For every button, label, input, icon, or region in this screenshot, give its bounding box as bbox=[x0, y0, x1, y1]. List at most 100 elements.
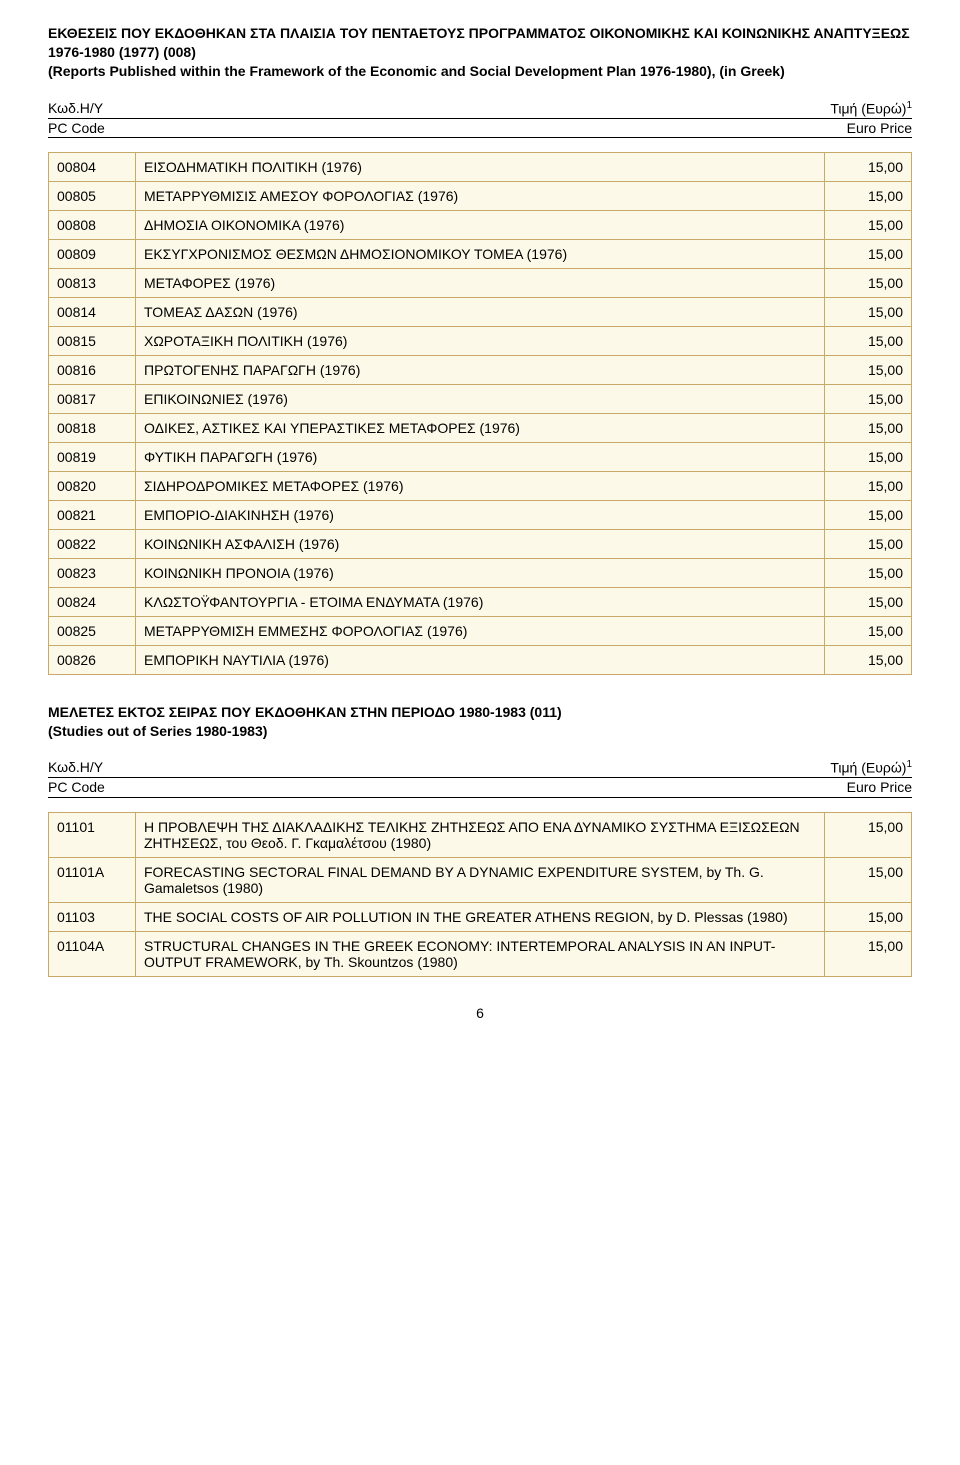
code-cell: 00825 bbox=[49, 616, 136, 645]
desc-cell: ΕΙΣΟΔΗΜΑΤΙΚΗ ΠΟΛΙΤΙΚΗ (1976) bbox=[136, 152, 825, 181]
code-cell: 00809 bbox=[49, 239, 136, 268]
desc-cell: ΕΠΙΚΟΙΝΩΝΙΕΣ (1976) bbox=[136, 384, 825, 413]
code-cell: 01101A bbox=[49, 857, 136, 902]
table-row: 00816ΠΡΩΤΟΓΕΝΗΣ ΠΑΡΑΓΩΓΗ (1976)15,00 bbox=[49, 355, 912, 384]
header-right-1: Τιμή (Ευρώ)1 bbox=[830, 99, 912, 118]
code-cell: 01103 bbox=[49, 902, 136, 931]
desc-cell: ΕΚΣΥΓΧΡΟΝΙΣΜΟΣ ΘΕΣΜΩΝ ΔΗΜΟΣΙΟΝΟΜΙΚΟΥ ΤΟΜ… bbox=[136, 239, 825, 268]
desc-cell: ΕΜΠΟΡΙΟ-ΔΙΑΚΙΝΗΣΗ (1976) bbox=[136, 500, 825, 529]
price-cell: 15,00 bbox=[825, 587, 912, 616]
desc-cell: FORECASTING SECTORAL FINAL DEMAND BY A D… bbox=[136, 857, 825, 902]
desc-cell: ΕΜΠΟΡΙΚΗ ΝΑΥΤΙΛΙΑ (1976) bbox=[136, 645, 825, 674]
desc-cell: ΣΙΔΗΡΟΔΡΟΜΙΚΕΣ ΜΕΤΑΦΟΡΕΣ (1976) bbox=[136, 471, 825, 500]
table-row: 00817ΕΠΙΚΟΙΝΩΝΙΕΣ (1976)15,00 bbox=[49, 384, 912, 413]
price-cell: 15,00 bbox=[825, 529, 912, 558]
desc-cell: ΦΥΤΙΚΗ ΠΑΡΑΓΩΓΗ (1976) bbox=[136, 442, 825, 471]
price-cell: 15,00 bbox=[825, 268, 912, 297]
section2-title-line2: (Studies out of Series 1980-1983) bbox=[48, 723, 267, 739]
price-cell: 15,00 bbox=[825, 645, 912, 674]
code-cell: 00816 bbox=[49, 355, 136, 384]
table-row: 01101Η ΠΡΟΒΛΕΨΗ ΤΗΣ ΔΙΑΚΛΑΔΙΚΗΣ ΤΕΛΙΚΗΣ … bbox=[49, 812, 912, 857]
table-row: 00826ΕΜΠΟΡΙΚΗ ΝΑΥΤΙΛΙΑ (1976)15,00 bbox=[49, 645, 912, 674]
header-right-2: Euro Price bbox=[847, 119, 912, 137]
desc-cell: ΚΟΙΝΩΝΙΚΗ ΠΡΟΝΟΙΑ (1976) bbox=[136, 558, 825, 587]
table-row: 00820ΣΙΔΗΡΟΔΡΟΜΙΚΕΣ ΜΕΤΑΦΟΡΕΣ (1976)15,0… bbox=[49, 471, 912, 500]
table-row: 00821ΕΜΠΟΡΙΟ-ΔΙΑΚΙΝΗΣΗ (1976)15,00 bbox=[49, 500, 912, 529]
table-row: 01103THE SOCIAL COSTS OF AIR POLLUTION I… bbox=[49, 902, 912, 931]
price-cell: 15,00 bbox=[825, 442, 912, 471]
table-row: 01104ASTRUCTURAL CHANGES IN THE GREEK EC… bbox=[49, 931, 912, 976]
section2-table: 01101Η ΠΡΟΒΛΕΨΗ ΤΗΣ ΔΙΑΚΛΑΔΙΚΗΣ ΤΕΛΙΚΗΣ … bbox=[48, 812, 912, 977]
code-cell: 00821 bbox=[49, 500, 136, 529]
section2-title: ΜΕΛΕΤΕΣ ΕΚΤΟΣ ΣΕΙΡΑΣ ΠΟΥ ΕΚΔΟΘΗΚΑΝ ΣΤΗΝ … bbox=[48, 703, 912, 741]
price-cell: 15,00 bbox=[825, 902, 912, 931]
code-cell: 00818 bbox=[49, 413, 136, 442]
header-right-2b: Euro Price bbox=[847, 778, 912, 796]
desc-cell: THE SOCIAL COSTS OF AIR POLLUTION IN THE… bbox=[136, 902, 825, 931]
code-cell: 00820 bbox=[49, 471, 136, 500]
price-cell: 15,00 bbox=[825, 931, 912, 976]
desc-cell: STRUCTURAL CHANGES IN THE GREEK ECONOMY:… bbox=[136, 931, 825, 976]
header-right-1b: Τιμή (Ευρώ)1 bbox=[830, 758, 912, 777]
price-cell: 15,00 bbox=[825, 413, 912, 442]
price-cell: 15,00 bbox=[825, 239, 912, 268]
desc-cell: ΜΕΤΑΡΡΥΘΜΙΣΗ ΕΜΜΕΣΗΣ ΦΟΡΟΛΟΓΙΑΣ (1976) bbox=[136, 616, 825, 645]
section1-title: ΕΚΘΕΣΕΙΣ ΠΟΥ ΕΚΔΟΘΗΚΑΝ ΣΤΑ ΠΛΑΙΣΙΑ ΤΟΥ Π… bbox=[48, 24, 912, 81]
table-row: 00814ΤΟΜΕΑΣ ΔΑΣΩΝ (1976)15,00 bbox=[49, 297, 912, 326]
price-cell: 15,00 bbox=[825, 297, 912, 326]
price-cell: 15,00 bbox=[825, 152, 912, 181]
section2-header-row1: Κωδ.Η/Υ Τιμή (Ευρώ)1 bbox=[48, 758, 912, 778]
price-cell: 15,00 bbox=[825, 210, 912, 239]
price-cell: 15,00 bbox=[825, 326, 912, 355]
code-cell: 00824 bbox=[49, 587, 136, 616]
price-cell: 15,00 bbox=[825, 500, 912, 529]
header-left-2b: PC Code bbox=[48, 778, 105, 796]
price-cell: 15,00 bbox=[825, 616, 912, 645]
table-row: 00824ΚΛΩΣΤΟΫΦΑΝΤΟΥΡΓΙΑ - ΕΤΟΙΜΑ ΕΝΔΥΜΑΤΑ… bbox=[49, 587, 912, 616]
code-cell: 00823 bbox=[49, 558, 136, 587]
desc-cell: ΤΟΜΕΑΣ ΔΑΣΩΝ (1976) bbox=[136, 297, 825, 326]
page-number: 6 bbox=[48, 1005, 912, 1021]
code-cell: 00815 bbox=[49, 326, 136, 355]
table-row: 00818ΟΔΙΚΕΣ, ΑΣΤΙΚΕΣ ΚΑΙ ΥΠΕΡΑΣΤΙΚΕΣ ΜΕΤ… bbox=[49, 413, 912, 442]
table-row: 00819ΦΥΤΙΚΗ ΠΑΡΑΓΩΓΗ (1976)15,00 bbox=[49, 442, 912, 471]
section2-header-row2: PC Code Euro Price bbox=[48, 778, 912, 797]
code-cell: 01101 bbox=[49, 812, 136, 857]
table-row: 00808ΔΗΜΟΣΙΑ ΟΙΚΟΝΟΜΙΚΑ (1976)15,00 bbox=[49, 210, 912, 239]
code-cell: 00813 bbox=[49, 268, 136, 297]
code-cell: 00822 bbox=[49, 529, 136, 558]
table-row: 00825ΜΕΤΑΡΡΥΘΜΙΣΗ ΕΜΜΕΣΗΣ ΦΟΡΟΛΟΓΙΑΣ (19… bbox=[49, 616, 912, 645]
code-cell: 00808 bbox=[49, 210, 136, 239]
section1-title-line2: (Reports Published within the Framework … bbox=[48, 63, 785, 79]
section1-table: 00804ΕΙΣΟΔΗΜΑΤΙΚΗ ΠΟΛΙΤΙΚΗ (1976)15,0000… bbox=[48, 152, 912, 675]
table-row: 00809ΕΚΣΥΓΧΡΟΝΙΣΜΟΣ ΘΕΣΜΩΝ ΔΗΜΟΣΙΟΝΟΜΙΚΟ… bbox=[49, 239, 912, 268]
price-cell: 15,00 bbox=[825, 384, 912, 413]
price-cell: 15,00 bbox=[825, 812, 912, 857]
price-cell: 15,00 bbox=[825, 857, 912, 902]
desc-cell: ΟΔΙΚΕΣ, ΑΣΤΙΚΕΣ ΚΑΙ ΥΠΕΡΑΣΤΙΚΕΣ ΜΕΤΑΦΟΡΕ… bbox=[136, 413, 825, 442]
desc-cell: ΜΕΤΑΦΟΡΕΣ (1976) bbox=[136, 268, 825, 297]
header-left-2: PC Code bbox=[48, 119, 105, 137]
price-cell: 15,00 bbox=[825, 471, 912, 500]
price-cell: 15,00 bbox=[825, 181, 912, 210]
desc-cell: ΠΡΩΤΟΓΕΝΗΣ ΠΑΡΑΓΩΓΗ (1976) bbox=[136, 355, 825, 384]
header-left-1: Κωδ.Η/Υ bbox=[48, 99, 103, 118]
desc-cell: ΧΩΡΟΤΑΞΙΚΗ ΠΟΛΙΤΙΚΗ (1976) bbox=[136, 326, 825, 355]
code-cell: 01104A bbox=[49, 931, 136, 976]
code-cell: 00817 bbox=[49, 384, 136, 413]
desc-cell: ΚΛΩΣΤΟΫΦΑΝΤΟΥΡΓΙΑ - ΕΤΟΙΜΑ ΕΝΔΥΜΑΤΑ (197… bbox=[136, 587, 825, 616]
price-cell: 15,00 bbox=[825, 558, 912, 587]
desc-cell: ΔΗΜΟΣΙΑ ΟΙΚΟΝΟΜΙΚΑ (1976) bbox=[136, 210, 825, 239]
desc-cell: ΚΟΙΝΩΝΙΚΗ ΑΣΦΑΛΙΣΗ (1976) bbox=[136, 529, 825, 558]
code-cell: 00805 bbox=[49, 181, 136, 210]
desc-cell: ΜΕΤΑΡΡΥΘΜΙΣΙΣ ΑΜΕΣΟΥ ΦΟΡΟΛΟΓΙΑΣ (1976) bbox=[136, 181, 825, 210]
code-cell: 00819 bbox=[49, 442, 136, 471]
table-row: 00813ΜΕΤΑΦΟΡΕΣ (1976)15,00 bbox=[49, 268, 912, 297]
section2-title-line1: ΜΕΛΕΤΕΣ ΕΚΤΟΣ ΣΕΙΡΑΣ ΠΟΥ ΕΚΔΟΘΗΚΑΝ ΣΤΗΝ … bbox=[48, 704, 562, 720]
desc-cell: Η ΠΡΟΒΛΕΨΗ ΤΗΣ ΔΙΑΚΛΑΔΙΚΗΣ ΤΕΛΙΚΗΣ ΖΗΤΗΣ… bbox=[136, 812, 825, 857]
section1-title-line1: ΕΚΘΕΣΕΙΣ ΠΟΥ ΕΚΔΟΘΗΚΑΝ ΣΤΑ ΠΛΑΙΣΙΑ ΤΟΥ Π… bbox=[48, 25, 910, 60]
price-cell: 15,00 bbox=[825, 355, 912, 384]
header-left-1b: Κωδ.Η/Υ bbox=[48, 758, 103, 777]
table-row: 00822ΚΟΙΝΩΝΙΚΗ ΑΣΦΑΛΙΣΗ (1976)15,00 bbox=[49, 529, 912, 558]
table-row: 00804ΕΙΣΟΔΗΜΑΤΙΚΗ ΠΟΛΙΤΙΚΗ (1976)15,00 bbox=[49, 152, 912, 181]
